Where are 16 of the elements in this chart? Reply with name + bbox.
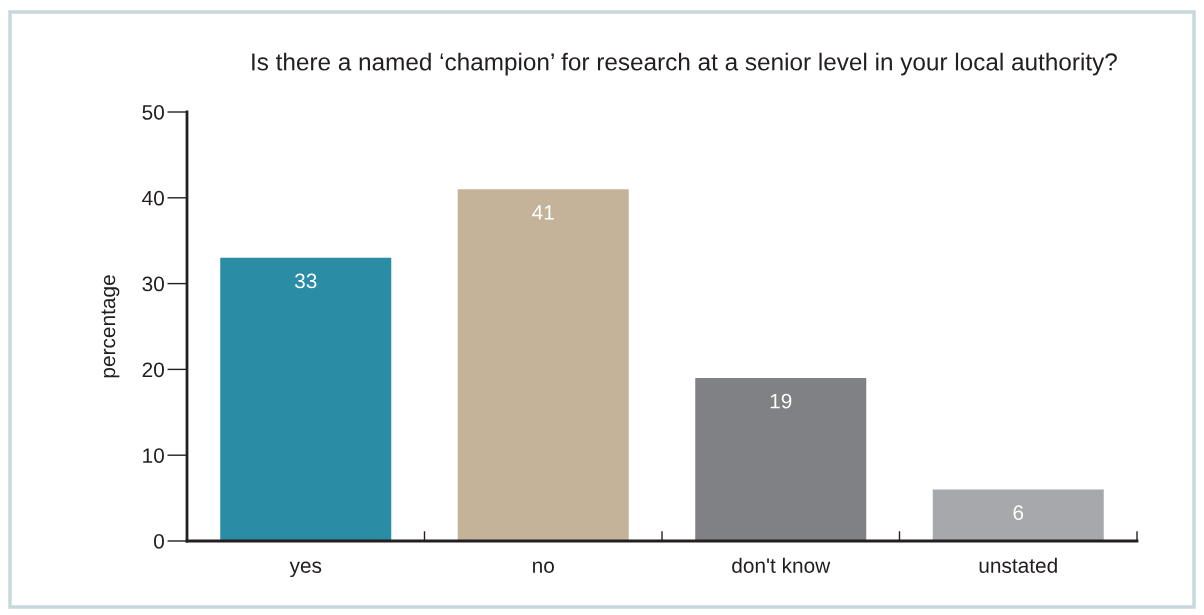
y-tick-label: 10 [143, 448, 164, 463]
data-label: 19 [770, 393, 792, 409]
x-tick-label: yes [289, 561, 322, 578]
y-tick-label: 50 [142, 105, 164, 120]
x-tick-label: no [533, 561, 554, 573]
data-label: 6 [1013, 505, 1024, 520]
y-axis-title: percentage [101, 275, 120, 378]
x-tick-label: unstated [979, 557, 1057, 573]
y-tick-label: 20 [142, 362, 164, 378]
data-label: 33 [294, 273, 317, 289]
y-tick-label: 30 [142, 276, 164, 292]
chart-title: Is there a named ‘champion’ for research at a senior level in your local authority? [252, 52, 1117, 76]
y-tick-label: 0 [154, 534, 164, 549]
data-label: 41 [532, 205, 554, 220]
y-tick-label: 40 [142, 190, 164, 206]
x-tick-label: don't know [732, 557, 831, 573]
